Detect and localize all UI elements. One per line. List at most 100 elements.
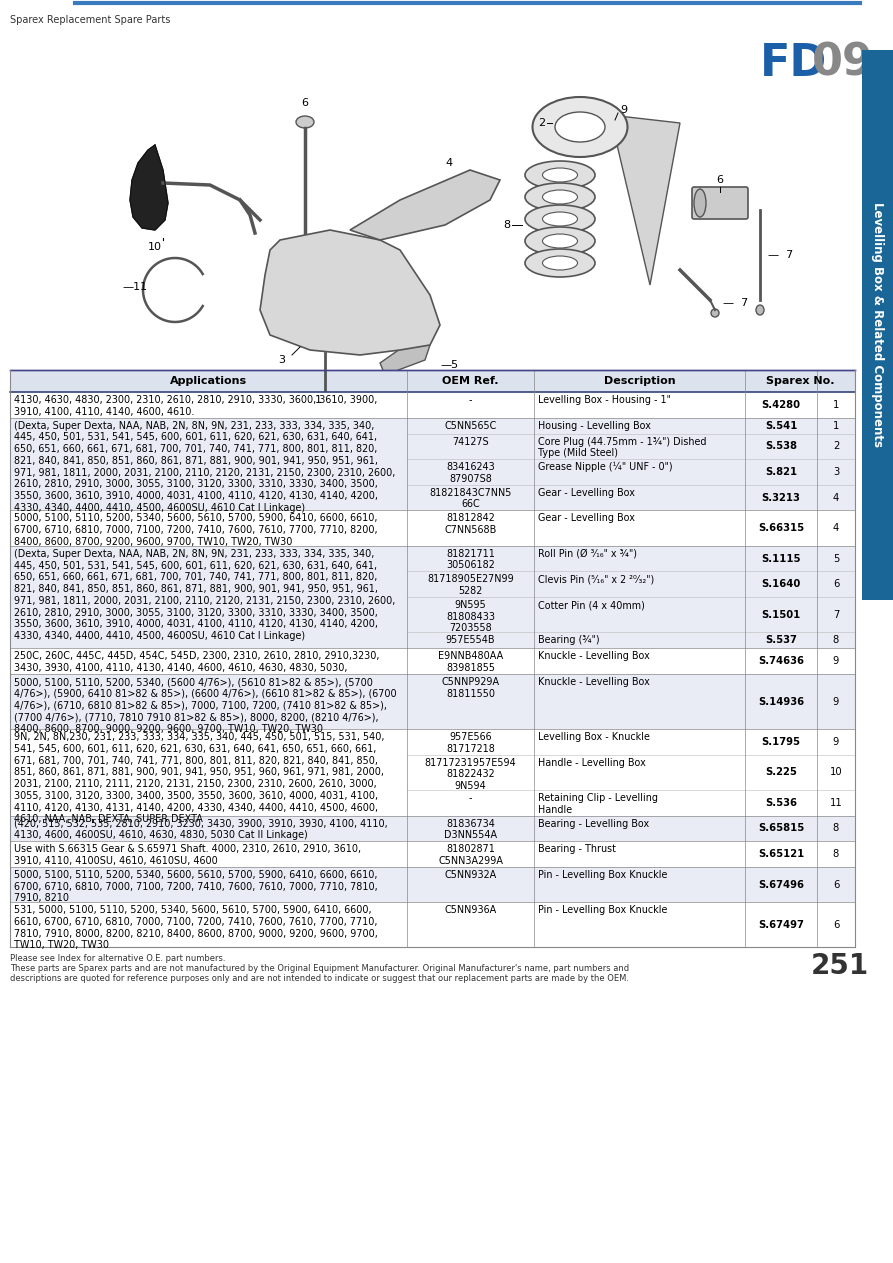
Text: 9: 9 <box>833 736 839 746</box>
Text: Retaining Clip - Levelling
Handle: Retaining Clip - Levelling Handle <box>538 793 658 815</box>
Text: 11: 11 <box>830 798 842 808</box>
Text: C5NN565C: C5NN565C <box>445 421 497 431</box>
Text: 5000, 5100, 5110, 5200, 5340, 5600, 5610, 5700, 5900, 6410, 6600, 6610,
6700, 67: 5000, 5100, 5110, 5200, 5340, 5600, 5610… <box>14 513 378 547</box>
Text: 4: 4 <box>445 158 452 168</box>
Text: descriptions are quoted for reference purposes only and are not intended to indi: descriptions are quoted for reference pu… <box>10 974 629 984</box>
Text: —  7: — 7 <box>768 250 793 260</box>
Text: S.541: S.541 <box>765 421 797 431</box>
Text: 81717231957E594
81822432
9N594: 81717231957E594 81822432 9N594 <box>425 758 516 791</box>
Text: S.65815: S.65815 <box>758 823 805 834</box>
Text: Pin - Levelling Box Knuckle: Pin - Levelling Box Knuckle <box>538 906 667 916</box>
Text: 957E566
81717218: 957E566 81717218 <box>446 733 495 754</box>
Ellipse shape <box>525 249 595 277</box>
Polygon shape <box>350 171 500 240</box>
Polygon shape <box>380 335 430 375</box>
Bar <box>10 546 855 648</box>
Ellipse shape <box>296 116 314 128</box>
Text: 6: 6 <box>833 879 839 889</box>
Text: Roll Pin (Ø ³⁄₁₆" x ¾"): Roll Pin (Ø ³⁄₁₆" x ¾") <box>538 549 637 558</box>
Text: S.1640: S.1640 <box>762 580 801 590</box>
Bar <box>10 866 855 902</box>
Bar <box>10 674 855 729</box>
Text: 9N595
81808433
7203558: 9N595 81808433 7203558 <box>446 600 495 633</box>
Text: C5NN932A: C5NN932A <box>445 870 497 880</box>
Text: S.1115: S.1115 <box>762 553 801 563</box>
FancyBboxPatch shape <box>692 187 748 218</box>
Text: Core Plug (44.75mm - 1¾") Dished
Type (Mild Steel): Core Plug (44.75mm - 1¾") Dished Type (M… <box>538 437 706 458</box>
Text: (Dexta, Super Dexta, NAA, NAB, 2N, 8N, 9N, 231, 233, 333, 334, 335, 340,
445, 45: (Dexta, Super Dexta, NAA, NAB, 2N, 8N, 9… <box>14 421 396 513</box>
Text: OEM Ref.: OEM Ref. <box>442 376 499 386</box>
Bar <box>10 841 855 866</box>
Text: 957E554B: 957E554B <box>446 635 496 645</box>
Bar <box>10 418 855 510</box>
Text: S.537: S.537 <box>765 635 797 645</box>
Text: 81836734
D3NN554A: 81836734 D3NN554A <box>444 818 497 840</box>
Text: Levelling Box - Knuckle: Levelling Box - Knuckle <box>538 733 650 741</box>
Text: Grease Nipple (¼" UNF - 0"): Grease Nipple (¼" UNF - 0") <box>538 462 672 472</box>
Bar <box>10 729 855 816</box>
Text: 5: 5 <box>833 553 839 563</box>
Text: S.67496: S.67496 <box>758 879 804 889</box>
Text: 8: 8 <box>833 849 839 859</box>
Text: Bearing - Levelling Box: Bearing - Levelling Box <box>538 818 649 829</box>
Text: C5NNP929A
81811550: C5NNP929A 81811550 <box>441 677 499 698</box>
Text: Bearing - Thrust: Bearing - Thrust <box>538 844 616 854</box>
Text: 5000, 5100, 5110, 5200, 5340, 5600, 5610, 5700, 5900, 6410, 6600, 6610,
6700, 67: 5000, 5100, 5110, 5200, 5340, 5600, 5610… <box>14 870 378 903</box>
Text: 6: 6 <box>302 99 308 109</box>
Bar <box>10 392 855 418</box>
Text: (Dexta, Super Dexta, NAA, NAB, 2N, 8N, 9N, 231, 233, 333, 334, 335, 340,
445, 45: (Dexta, Super Dexta, NAA, NAB, 2N, 8N, 9… <box>14 549 396 642</box>
Text: 6: 6 <box>833 919 839 930</box>
Text: 251: 251 <box>811 952 869 980</box>
Text: Applications: Applications <box>170 376 247 386</box>
Polygon shape <box>610 115 680 285</box>
Text: Knuckle - Levelling Box: Knuckle - Levelling Box <box>538 677 650 687</box>
Text: 6: 6 <box>833 580 839 590</box>
Text: 8: 8 <box>833 635 839 645</box>
Text: 09: 09 <box>812 42 874 85</box>
Ellipse shape <box>543 234 578 248</box>
Text: S.3213: S.3213 <box>762 493 800 503</box>
Text: 8: 8 <box>833 823 839 834</box>
Text: S.538: S.538 <box>765 441 797 451</box>
Text: S.74636: S.74636 <box>758 657 804 666</box>
Ellipse shape <box>525 227 595 255</box>
Text: Please see Index for alternative O.E. part numbers.: Please see Index for alternative O.E. pa… <box>10 955 226 964</box>
Text: 1: 1 <box>833 421 839 431</box>
Text: Levelling Box & Related Components: Levelling Box & Related Components <box>871 202 884 447</box>
Text: 7: 7 <box>833 610 839 620</box>
Text: 10: 10 <box>830 768 842 777</box>
Ellipse shape <box>299 259 321 280</box>
Text: Handle - Levelling Box: Handle - Levelling Box <box>538 758 646 768</box>
Text: 3: 3 <box>833 467 839 477</box>
Ellipse shape <box>525 183 595 211</box>
Text: E9NNB480AA
83981855: E9NNB480AA 83981855 <box>438 652 503 673</box>
Ellipse shape <box>694 189 706 217</box>
Text: Gear - Levelling Box: Gear - Levelling Box <box>538 513 635 523</box>
Polygon shape <box>260 230 440 355</box>
Bar <box>10 510 855 546</box>
Text: (420, 515, 532, 535, 2810, 2910, 3230, 3430, 3900, 3910, 3930, 4100, 4110,
4130,: (420, 515, 532, 535, 2810, 2910, 3230, 3… <box>14 818 388 840</box>
Text: S.66315: S.66315 <box>758 523 804 533</box>
Ellipse shape <box>543 189 578 205</box>
Text: 2: 2 <box>833 441 839 451</box>
Text: 10: 10 <box>148 242 162 253</box>
Bar <box>10 902 855 947</box>
Text: 81802871
C5NN3A299A: 81802871 C5NN3A299A <box>438 844 503 866</box>
Text: 9: 9 <box>833 696 839 706</box>
Text: 250C, 260C, 445C, 445D, 454C, 545D, 2300, 2310, 2610, 2810, 2910,3230,
3430, 393: 250C, 260C, 445C, 445D, 454C, 545D, 2300… <box>14 652 380 673</box>
Text: 81718905E27N99
5282: 81718905E27N99 5282 <box>427 575 513 596</box>
Text: 4: 4 <box>833 523 839 533</box>
Text: S.536: S.536 <box>765 798 797 808</box>
Text: 81821711
30506182: 81821711 30506182 <box>446 549 495 571</box>
Bar <box>10 370 855 392</box>
Text: 9: 9 <box>833 657 839 666</box>
Text: —11: —11 <box>123 282 148 292</box>
Text: 5000, 5100, 5110, 5200, 5340, (5600 4/76>), (5610 81>82 & 85>), (5700
4/76>), (5: 5000, 5100, 5110, 5200, 5340, (5600 4/76… <box>14 677 396 734</box>
Ellipse shape <box>756 304 764 314</box>
Text: 3: 3 <box>279 355 286 365</box>
Text: 1: 1 <box>833 400 839 409</box>
Text: These parts are Sparex parts and are not manufactured by the Original Equipment : These parts are Sparex parts and are not… <box>10 965 630 974</box>
Text: 81812842
C7NN568B: 81812842 C7NN568B <box>445 513 497 536</box>
Text: 8: 8 <box>503 220 510 230</box>
Text: 4: 4 <box>833 493 839 503</box>
